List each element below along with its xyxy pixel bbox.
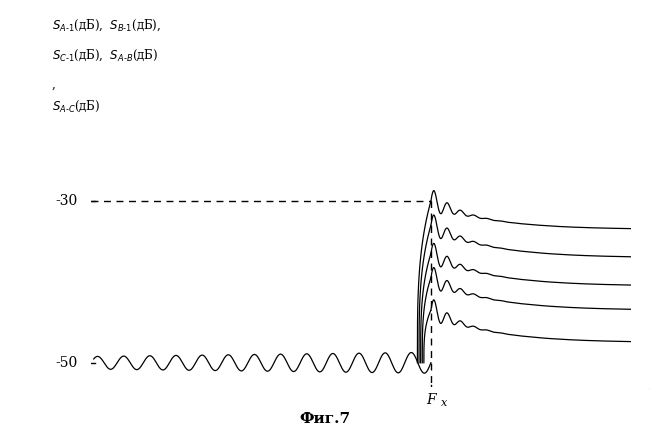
Text: x: x: [441, 398, 447, 408]
Text: $S_{C\text{-}1}$(дБ),  $S_{A\text{-}B}$(дБ): $S_{C\text{-}1}$(дБ), $S_{A\text{-}B}$(д…: [52, 47, 158, 63]
Text: -30: -30: [55, 194, 77, 208]
Text: $S_{A\text{-}1}$(дБ),  $S_{B\text{-}1}$(дБ),: $S_{A\text{-}1}$(дБ), $S_{B\text{-}1}$(д…: [52, 17, 161, 33]
Text: Фиг.7: Фиг.7: [300, 412, 350, 426]
Text: -50: -50: [55, 356, 77, 370]
Text: $S_{A\text{-}C}$(дБ): $S_{A\text{-}C}$(дБ): [52, 99, 100, 114]
Text: ,: ,: [52, 77, 56, 90]
Text: F: F: [426, 393, 436, 408]
